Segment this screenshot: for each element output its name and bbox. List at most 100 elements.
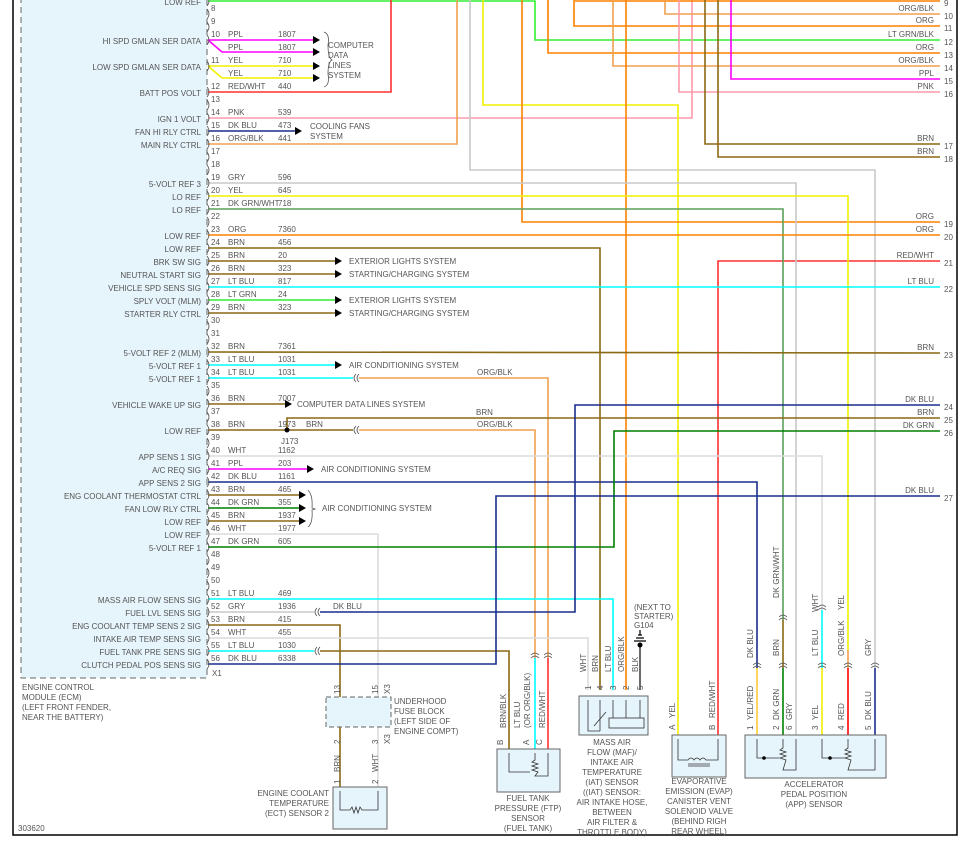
wire-color-label: PPL xyxy=(228,43,244,52)
wire xyxy=(704,0,940,145)
wire-color-label: DK GRN/WHT xyxy=(228,199,280,208)
pin-connector-icon xyxy=(206,203,210,215)
wire xyxy=(208,598,614,690)
pin-function-label: APP SENS 1 SIG xyxy=(138,453,201,462)
pin-function-label: FAN LOW RLY CTRL xyxy=(125,505,202,514)
pin-number: 46 xyxy=(211,524,220,533)
wire xyxy=(207,65,316,79)
pin-connector-icon xyxy=(206,593,210,605)
wire-color-label: YEL xyxy=(668,702,677,718)
pin-number: 49 xyxy=(211,563,220,572)
destination-label: STARTING/CHARGING SYSTEM xyxy=(349,270,469,279)
component-name: TEMPERATURE xyxy=(269,799,329,808)
wire xyxy=(612,0,940,67)
ground-label: (NEXT TO xyxy=(634,603,671,612)
wire xyxy=(208,455,823,610)
pin-number: 14 xyxy=(211,108,220,117)
ecm-module-box xyxy=(20,0,208,679)
pin-number: 12 xyxy=(211,82,220,91)
wire-color-label: RED/WHT xyxy=(897,251,934,260)
pin-connector-icon xyxy=(206,34,210,46)
wire-color-label: LT BLU xyxy=(228,355,255,364)
wire-color-label: DK BLU xyxy=(228,654,257,663)
circuit-number: 605 xyxy=(278,537,292,546)
pin-number: A xyxy=(668,724,677,730)
pin-number: 27 xyxy=(211,277,220,286)
wire-color-label: (OR ORG/BLK) xyxy=(523,673,532,728)
pin-connector-icon xyxy=(206,307,210,319)
pin-connector-icon xyxy=(206,658,210,670)
component-name: (IAT) SENSOR xyxy=(585,778,638,787)
wire-color-label: BRN xyxy=(917,343,934,352)
wire-color-label: WHT xyxy=(371,754,380,772)
pin-number: A xyxy=(522,739,531,745)
wire-color-label: RED xyxy=(837,703,846,720)
wire-color-label: WHT xyxy=(228,524,246,533)
wire-color-label: DK BLU xyxy=(905,395,934,404)
destination-label: COMPUTER xyxy=(328,41,374,50)
pin-number: 23 xyxy=(211,225,220,234)
pin-number: 35 xyxy=(211,381,220,390)
circuit-number: 323 xyxy=(278,264,292,273)
component-name: AIR INTAKE HOSE, xyxy=(577,798,648,807)
pin-number: 31 xyxy=(211,329,220,338)
pin-connector-icon xyxy=(206,645,210,657)
destination-label: COOLING FANS xyxy=(310,122,370,131)
circuit-number: 718 xyxy=(278,199,292,208)
pin-number: 3 xyxy=(371,739,380,744)
pin-function-label: BATT POS VOLT xyxy=(140,89,201,98)
pin-number: 10 xyxy=(211,30,220,39)
destination-label: DATA xyxy=(328,51,349,60)
circuit-number: 24 xyxy=(278,290,287,299)
potentiometer-icon xyxy=(508,753,549,777)
pin-function-label: 5-VOLT REF 1 xyxy=(149,362,202,371)
label: DK BLU xyxy=(333,602,362,611)
label: ORG/BLK xyxy=(477,368,513,377)
pin-connector-icon xyxy=(206,164,210,176)
connector-icon xyxy=(543,652,553,659)
connector-pin-number: 13 xyxy=(944,51,953,60)
pin-number: 30 xyxy=(211,316,220,325)
pin-number: 4 xyxy=(837,725,846,730)
component-name: REAR WHEEL) xyxy=(671,827,727,836)
thermistor-icon xyxy=(339,791,379,815)
pin-function-label: LOW REF xyxy=(165,232,202,241)
component-name: EVAPORATIVE xyxy=(671,777,726,786)
arrow-icon xyxy=(307,465,314,473)
connector-pin-number: 16 xyxy=(944,90,953,99)
wire-color-label: ORG xyxy=(916,43,934,52)
circuit-number: 1031 xyxy=(278,355,296,364)
pin-connector-icon xyxy=(206,450,210,462)
wire xyxy=(208,0,392,93)
arrow-icon xyxy=(313,62,320,70)
circuit-number: 7361 xyxy=(278,342,296,351)
wire-color-label: WHT xyxy=(811,594,820,612)
connector-pin-number: 26 xyxy=(944,429,953,438)
pin-connector-icon xyxy=(206,242,210,254)
component-name: (ECT) SENSOR 2 xyxy=(265,809,330,818)
pin-function-label: NEUTRAL START SIG xyxy=(120,271,201,280)
pin-connector-icon xyxy=(206,619,210,631)
wire-color-label: PPL xyxy=(228,30,244,39)
arrow-icon xyxy=(285,400,292,408)
pin-number: 24 xyxy=(211,238,220,247)
pin-connector-icon xyxy=(206,294,210,306)
circuit-number: 323 xyxy=(278,303,292,312)
wire xyxy=(664,0,940,15)
wire xyxy=(320,404,940,613)
pin-connector-icon xyxy=(206,463,210,475)
components xyxy=(325,695,887,830)
ground-label: G104 xyxy=(634,621,654,630)
pin-number: 40 xyxy=(211,446,220,455)
app-sensor xyxy=(744,734,887,779)
connector-icon xyxy=(843,662,853,669)
wire xyxy=(469,0,876,668)
component-name: INTAKE AIR xyxy=(590,758,634,767)
pin-number: 44 xyxy=(211,498,220,507)
wire-color-label: RED/WHT xyxy=(228,82,265,91)
pin-connector-icon xyxy=(206,21,210,33)
connector-id: X1 xyxy=(212,669,222,678)
wire-color-label: WHT xyxy=(228,628,246,637)
pin-number: 16 xyxy=(211,134,220,143)
wire xyxy=(207,39,316,53)
